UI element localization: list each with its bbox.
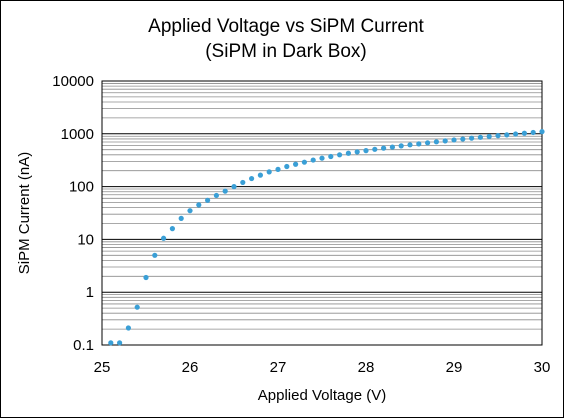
data-point [354,149,360,155]
data-point [249,175,255,182]
y-tick-labels: 0.1 1 10 100 1000 10000 [52,73,94,354]
data-point [152,252,158,258]
data-point [187,208,193,214]
data-point [196,202,202,208]
data-point [134,304,140,310]
data-point [539,129,545,135]
data-point [231,184,237,190]
data-point [125,325,131,331]
data-point [495,133,501,139]
x-tick-label: 29 [446,359,463,376]
data-point [169,226,175,232]
data-point [108,340,114,346]
data-point [222,188,228,194]
x-tick-label: 27 [270,359,287,376]
data-point [372,146,378,152]
y-tick-label: 10 [77,231,94,248]
data-point [398,143,404,149]
y-tick-label: 1 [86,284,94,301]
y-tick-label: 100 [69,179,94,196]
chart-title-line-2: (SiPM in Dark Box) [205,41,367,62]
chart-title: Applied Voltage vs SiPM Current (SiPM in… [61,14,511,64]
x-axis-label: Applied Voltage (V) [258,387,386,404]
data-point [301,159,307,165]
data-point [337,152,343,158]
data-points [108,129,545,346]
data-point [293,161,299,167]
data-point [530,129,536,136]
chart-title-line-1: Applied Voltage vs SiPM Current [148,16,424,37]
data-point [240,179,246,186]
x-tick-label: 28 [358,359,375,376]
x-tick-label: 25 [94,359,111,376]
data-point [469,135,475,141]
data-point [266,169,272,175]
data-point [257,172,263,178]
data-point [433,139,439,145]
x-tick-label: 30 [534,359,551,376]
data-point [117,340,123,346]
data-point [477,134,483,140]
data-point [275,166,281,172]
data-point [178,215,184,221]
x-tick-labels: 25 26 27 28 29 30 [94,359,551,376]
y-axis-label: SiPM Current (nA) [16,152,33,275]
plot-border [101,80,543,346]
data-point [513,131,519,137]
data-point [161,235,167,241]
data-point [213,192,219,199]
data-point [521,130,528,136]
data-point [319,155,325,161]
grid-lines [102,80,542,346]
y-tick-label: 0.1 [73,337,94,354]
data-point [310,157,316,163]
data-point [486,133,492,140]
data-point [205,197,211,203]
data-point [504,132,510,138]
data-point [407,142,413,148]
data-point [284,163,290,170]
data-point [345,150,351,156]
data-point [425,140,431,146]
y-tick-label: 1000 [61,126,94,143]
data-point [451,137,457,143]
data-point [389,144,395,150]
data-point [442,138,448,144]
data-point [363,148,369,154]
data-point [328,153,334,160]
data-point [381,145,387,151]
y-tick-label: 10000 [52,73,94,90]
data-point [143,274,149,281]
data-point [460,136,466,142]
x-tick-label: 26 [182,359,199,376]
data-point [416,141,422,147]
